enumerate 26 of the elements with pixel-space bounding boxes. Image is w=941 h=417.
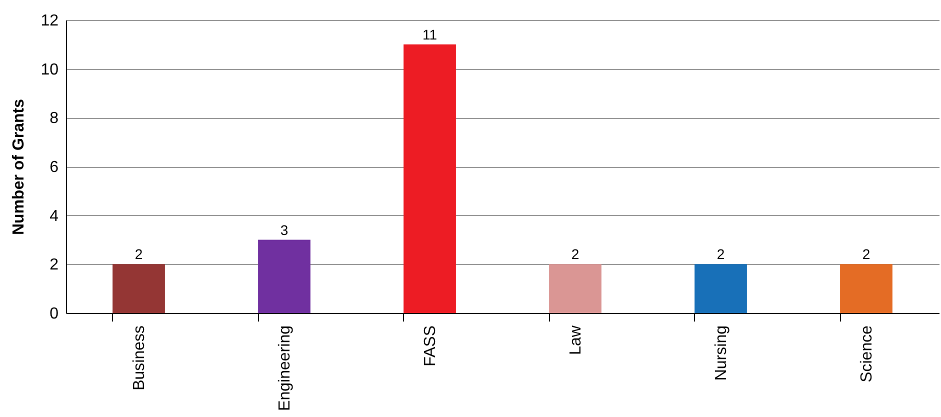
bar xyxy=(112,264,165,313)
x-tick-label: Science xyxy=(858,325,876,382)
data-label: 11 xyxy=(422,26,438,42)
bar xyxy=(694,264,747,313)
y-tick-label: 8 xyxy=(50,110,59,128)
bar xyxy=(404,44,456,313)
data-label: 2 xyxy=(716,246,725,262)
data-label: 2 xyxy=(571,246,580,262)
y-tick-label: 2 xyxy=(50,256,59,274)
x-tick-label: FASS xyxy=(422,326,439,366)
y-tick-label: 10 xyxy=(40,61,59,78)
x-tick-label: Law xyxy=(567,325,584,355)
data-label: 2 xyxy=(134,246,143,262)
y-tick-label: 4 xyxy=(50,208,59,225)
y-tick-label: 0 xyxy=(50,306,59,322)
data-label: 3 xyxy=(280,222,288,238)
x-tick-label: Nursing xyxy=(712,326,730,381)
bar xyxy=(549,264,602,313)
x-tick-label: Engineering xyxy=(276,326,294,411)
y-tick-label: 6 xyxy=(50,159,59,176)
data-label: 2 xyxy=(862,246,870,262)
bar xyxy=(840,264,892,313)
bar xyxy=(258,240,310,313)
y-axis-title: Number of Grants xyxy=(10,98,28,236)
x-tick-label: Business xyxy=(130,326,148,390)
y-tick-label: 12 xyxy=(40,12,59,30)
